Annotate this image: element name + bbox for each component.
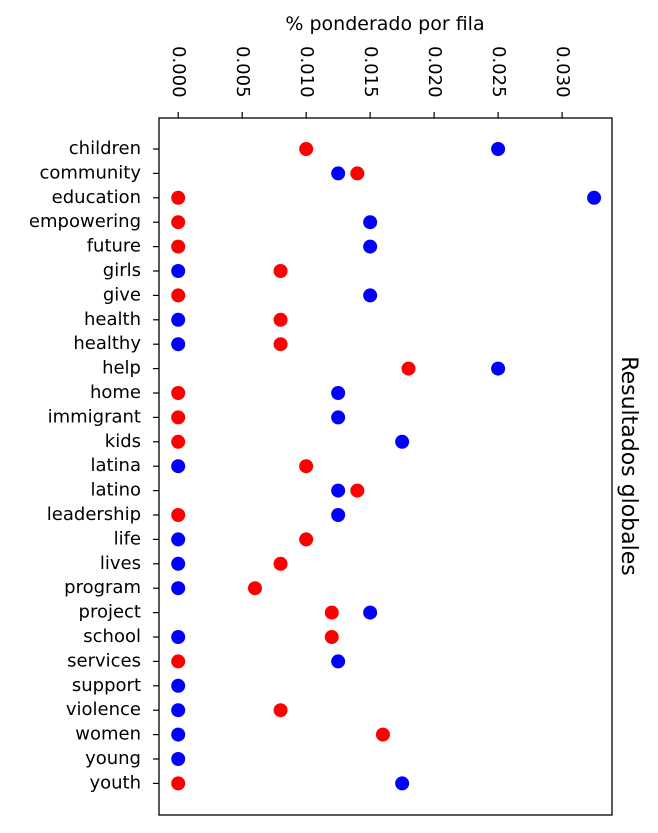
data-point xyxy=(299,142,314,156)
data-point xyxy=(171,239,186,254)
category-label: give xyxy=(103,284,141,305)
data-point xyxy=(171,386,186,400)
y-axis-ticks: children community education empowering futu… xyxy=(29,138,159,793)
category-label: community xyxy=(39,162,141,183)
side-title: Resultados globales xyxy=(616,356,641,575)
data-point xyxy=(171,654,186,669)
data-point xyxy=(273,264,288,278)
data-point xyxy=(299,459,314,474)
x-tick-label: 0.025 xyxy=(488,46,509,98)
data-point xyxy=(247,581,262,596)
category-label: future xyxy=(87,236,141,257)
data-point xyxy=(171,752,186,766)
category-label: support xyxy=(72,675,141,696)
data-point xyxy=(350,166,365,181)
data-point xyxy=(171,508,186,522)
data-point xyxy=(171,215,186,230)
category-label: lives xyxy=(100,553,141,574)
data-point xyxy=(363,215,378,230)
data-point xyxy=(171,556,186,571)
data-point xyxy=(171,288,186,303)
category-label: latina xyxy=(90,455,141,476)
category-label: services xyxy=(67,650,141,671)
category-label: girls xyxy=(103,260,141,281)
data-point xyxy=(395,434,410,449)
data-point xyxy=(331,483,346,498)
data-point xyxy=(363,288,378,303)
data-point xyxy=(331,410,346,425)
data-point xyxy=(395,776,410,791)
data-point xyxy=(299,532,314,547)
x-tick-label: 0.020 xyxy=(424,46,445,98)
data-point xyxy=(324,605,339,620)
data-point xyxy=(171,459,186,474)
category-label: education xyxy=(52,187,141,208)
category-label: children xyxy=(69,138,141,159)
category-label: help xyxy=(102,358,141,379)
data-point xyxy=(171,312,186,327)
data-point xyxy=(171,410,186,425)
data-point xyxy=(171,703,186,718)
x-tick-label: 0.030 xyxy=(552,46,573,98)
category-label: program xyxy=(64,577,141,598)
data-point xyxy=(273,312,288,327)
category-label: project xyxy=(79,602,141,623)
category-label: home xyxy=(90,382,141,403)
category-label: immigrant xyxy=(48,406,141,427)
data-point xyxy=(171,630,186,644)
data-point xyxy=(171,190,186,205)
data-point xyxy=(491,361,506,376)
category-label: women xyxy=(75,724,141,745)
data-point xyxy=(171,776,186,791)
data-point xyxy=(363,605,378,620)
data-point xyxy=(331,654,346,669)
x-tick-label: 0.005 xyxy=(232,46,253,98)
data-point xyxy=(273,337,288,352)
data-points xyxy=(171,142,602,791)
x-tick-label: 0.010 xyxy=(296,46,317,98)
x-tick-label: 0.015 xyxy=(360,46,381,98)
data-point xyxy=(375,727,390,742)
data-point xyxy=(401,361,416,376)
category-label: latino xyxy=(90,480,141,501)
plot-frame xyxy=(158,117,613,816)
data-point xyxy=(324,630,339,644)
x-tick-label: 0.000 xyxy=(168,46,189,98)
data-point xyxy=(171,337,186,352)
data-point xyxy=(363,239,378,254)
data-point xyxy=(331,508,346,522)
data-point xyxy=(171,532,186,547)
data-point xyxy=(331,166,346,181)
category-label: healthy xyxy=(73,333,141,354)
data-point xyxy=(171,264,186,278)
data-point xyxy=(587,190,602,205)
data-point xyxy=(273,703,288,718)
data-point xyxy=(171,678,186,693)
category-label: life xyxy=(114,528,141,549)
category-label: young xyxy=(85,748,141,769)
category-label: school xyxy=(83,626,141,647)
data-point xyxy=(171,581,186,596)
category-label: leadership xyxy=(47,504,141,525)
data-point xyxy=(171,727,186,742)
data-point xyxy=(491,142,506,156)
data-point xyxy=(273,556,288,571)
x-axis-title: % ponderado por fila xyxy=(285,13,484,35)
category-label: violence xyxy=(66,699,141,720)
category-label: youth xyxy=(89,772,141,793)
category-label: health xyxy=(84,309,141,330)
data-point xyxy=(171,434,186,449)
data-point xyxy=(350,483,365,498)
category-label: empowering xyxy=(29,211,141,232)
category-label: kids xyxy=(105,431,141,452)
data-point xyxy=(331,386,346,400)
x-axis-ticks: 0.000 0.005 0.010 0.015 0.020 0.025 0.030 xyxy=(168,46,573,118)
